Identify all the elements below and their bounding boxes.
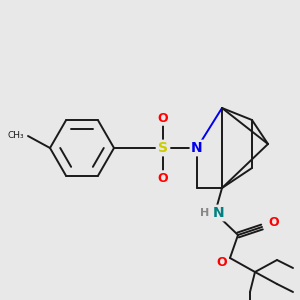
Text: CH₃: CH₃	[8, 131, 24, 140]
Text: O: O	[217, 256, 227, 268]
Text: O: O	[158, 172, 168, 184]
Text: N: N	[213, 206, 225, 220]
Text: S: S	[158, 141, 168, 155]
Text: N: N	[191, 141, 203, 155]
Text: H: H	[200, 208, 210, 218]
Text: O: O	[269, 217, 279, 230]
Text: O: O	[158, 112, 168, 124]
